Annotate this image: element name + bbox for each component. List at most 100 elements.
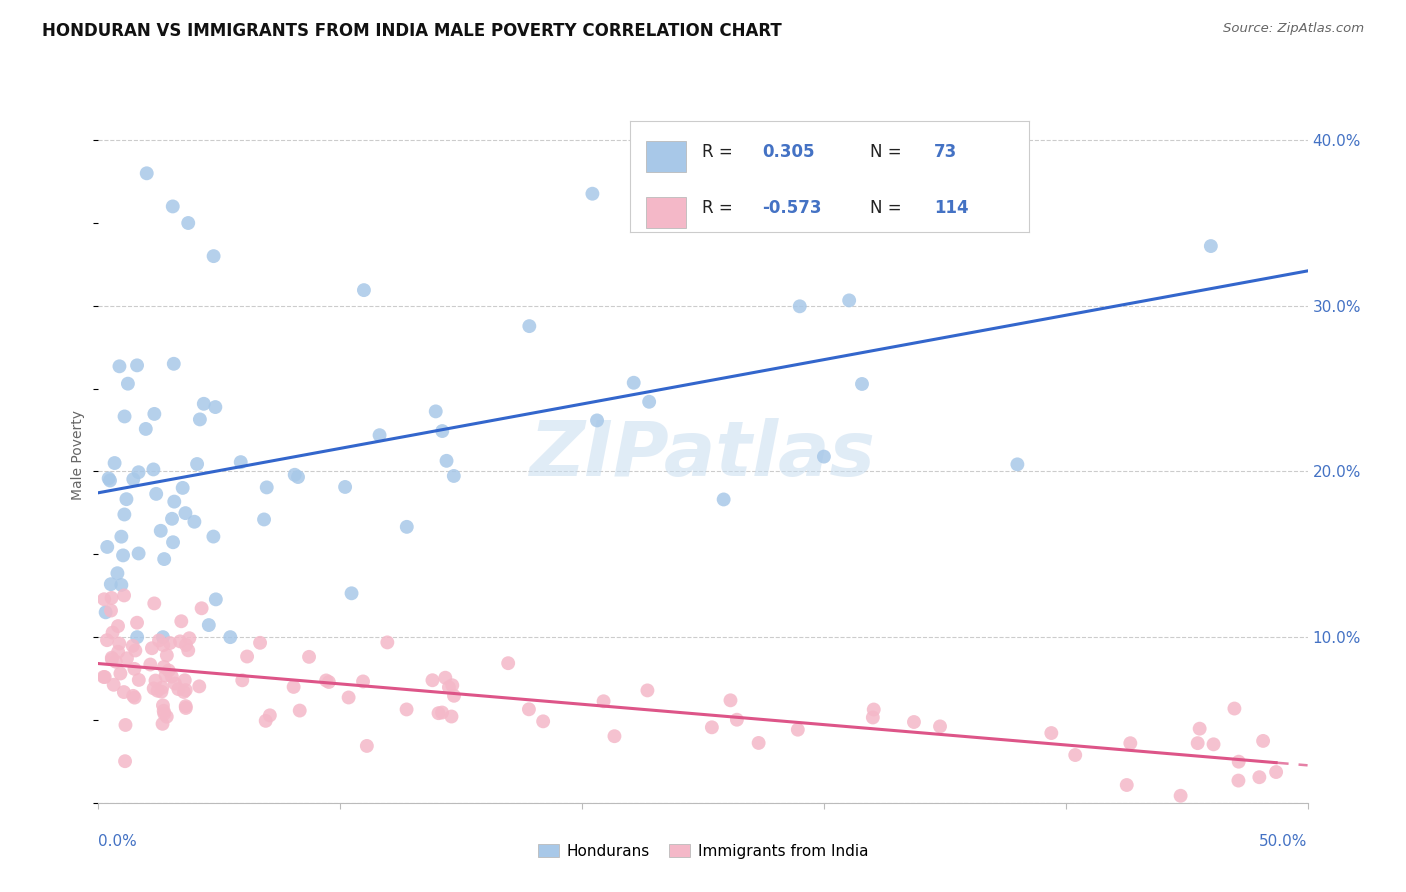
Point	[179, 632, 201, 646]
Point	[700, 720, 723, 734]
Point	[786, 723, 808, 737]
Y-axis label: Male Poverty: Male Poverty	[72, 410, 86, 500]
Point	[254, 714, 277, 728]
Point	[395, 702, 418, 716]
Point	[157, 664, 180, 678]
Point	[862, 710, 884, 724]
Point	[190, 601, 212, 615]
Point	[517, 702, 540, 716]
Point	[124, 643, 146, 657]
Point	[97, 471, 120, 485]
Point	[159, 636, 181, 650]
Text: HONDURAN VS IMMIGRANTS FROM INDIA MALE POVERTY CORRELATION CHART: HONDURAN VS IMMIGRANTS FROM INDIA MALE P…	[42, 22, 782, 40]
Point	[160, 512, 183, 526]
Point	[103, 678, 125, 692]
Point	[152, 698, 174, 713]
Point	[149, 524, 172, 538]
Point	[713, 492, 735, 507]
Point	[256, 480, 278, 494]
Point	[333, 480, 356, 494]
Point	[183, 515, 205, 529]
Point	[1064, 747, 1087, 762]
Point	[145, 673, 167, 688]
Point	[112, 508, 135, 522]
Point	[202, 249, 225, 263]
Point	[638, 394, 661, 409]
Point	[145, 487, 167, 501]
Point	[862, 702, 884, 716]
Point	[432, 424, 454, 438]
Point	[440, 709, 463, 723]
Point	[152, 630, 174, 644]
Point	[1187, 736, 1209, 750]
Point	[143, 407, 166, 421]
Point	[1040, 726, 1063, 740]
Point	[94, 605, 117, 619]
Point	[174, 638, 197, 652]
Point	[100, 603, 122, 617]
Point	[434, 671, 457, 685]
Point	[98, 474, 121, 488]
Point	[1265, 765, 1288, 780]
Point	[156, 709, 179, 723]
Point	[128, 465, 150, 479]
Point	[142, 681, 165, 696]
Point	[838, 293, 860, 308]
Point	[112, 549, 135, 563]
Point	[725, 713, 748, 727]
Point	[100, 591, 122, 605]
Point	[148, 633, 170, 648]
Point	[139, 657, 162, 672]
Point	[128, 673, 150, 687]
Point	[117, 376, 139, 391]
Point	[318, 675, 340, 690]
Point	[581, 186, 603, 201]
Text: Source: ZipAtlas.com: Source: ZipAtlas.com	[1223, 22, 1364, 36]
Point	[155, 668, 177, 682]
Point	[135, 166, 157, 180]
Point	[150, 684, 173, 698]
Point	[422, 673, 444, 688]
Point	[430, 706, 453, 720]
Point	[101, 652, 124, 666]
Point	[1115, 778, 1137, 792]
Point	[720, 693, 742, 707]
Point	[903, 714, 925, 729]
Point	[427, 706, 450, 721]
Point	[193, 397, 215, 411]
Point	[115, 651, 138, 665]
Point	[152, 704, 174, 718]
Point	[443, 469, 465, 483]
Point	[100, 577, 122, 591]
Point	[531, 714, 554, 729]
Point	[586, 413, 609, 427]
Point	[1223, 701, 1246, 715]
Point	[93, 592, 115, 607]
Point	[163, 494, 186, 508]
Point	[375, 635, 398, 649]
Point	[253, 512, 276, 526]
Point	[107, 645, 129, 659]
Point	[1227, 755, 1250, 769]
Point	[125, 359, 148, 373]
Point	[517, 319, 540, 334]
Point	[142, 462, 165, 476]
Point	[174, 506, 197, 520]
Point	[114, 718, 136, 732]
Point	[128, 546, 150, 560]
Point	[96, 633, 118, 648]
Point	[153, 660, 176, 674]
Point	[112, 685, 135, 699]
Point	[229, 455, 252, 469]
Point	[188, 412, 211, 426]
Point	[153, 706, 176, 721]
Point	[177, 643, 200, 657]
Point	[150, 681, 173, 695]
Point	[107, 566, 129, 581]
Point	[124, 690, 146, 705]
Point	[104, 456, 127, 470]
Point	[114, 409, 136, 424]
Point	[172, 481, 194, 495]
Point	[623, 376, 645, 390]
Point	[636, 683, 658, 698]
